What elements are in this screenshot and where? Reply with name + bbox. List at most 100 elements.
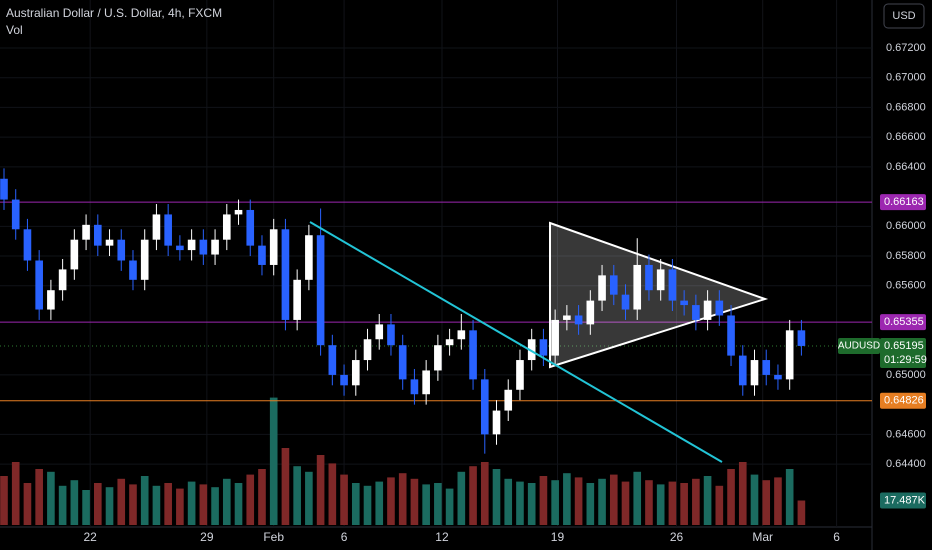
candle-body bbox=[258, 245, 266, 265]
volume-bar bbox=[645, 480, 653, 525]
volume-bar bbox=[293, 466, 301, 525]
volume-bar bbox=[668, 481, 677, 525]
volume-bar bbox=[422, 484, 430, 525]
volume-bar bbox=[23, 483, 32, 525]
volume-bar bbox=[539, 476, 548, 525]
volume-bar bbox=[187, 481, 196, 525]
y-tick-label: 0.66000 bbox=[886, 220, 926, 232]
volume-bar bbox=[797, 500, 806, 525]
candle-body bbox=[328, 345, 337, 375]
volume-bar bbox=[680, 483, 688, 525]
level-label: 0.64826 bbox=[884, 395, 924, 407]
trend-line bbox=[309, 221, 723, 463]
volume-bar bbox=[703, 476, 712, 525]
volume-bar bbox=[222, 478, 231, 525]
symbol-label: AUDUSD bbox=[838, 341, 880, 352]
candle-body bbox=[422, 370, 430, 395]
candle-body bbox=[645, 264, 653, 291]
candle-body bbox=[35, 260, 43, 310]
candle-body bbox=[656, 269, 665, 291]
y-tick-label: 0.65800 bbox=[886, 250, 926, 262]
candle-body bbox=[410, 379, 419, 395]
candle-body bbox=[762, 360, 771, 375]
candle-body bbox=[527, 339, 536, 361]
volume-bar bbox=[258, 469, 266, 525]
candle-body bbox=[82, 224, 90, 240]
candle-body bbox=[316, 235, 325, 346]
volume-bar bbox=[47, 471, 55, 525]
candle-body bbox=[269, 229, 278, 265]
volume-bar bbox=[340, 474, 348, 525]
volume-bar bbox=[692, 478, 700, 525]
volume-label: 17.487K bbox=[884, 494, 926, 506]
x-tick-label: 6 bbox=[341, 530, 348, 544]
candle-body bbox=[727, 315, 735, 356]
volume-bar bbox=[316, 455, 325, 525]
volume-bar bbox=[457, 471, 466, 525]
currency-button[interactable] bbox=[883, 3, 925, 29]
volume-bar bbox=[785, 469, 794, 525]
volume-bar bbox=[105, 487, 114, 525]
candle-body bbox=[609, 275, 618, 295]
volume-bar bbox=[738, 462, 747, 525]
volume-bar bbox=[129, 484, 137, 525]
volume-bar bbox=[0, 476, 8, 525]
volume-bar bbox=[750, 474, 759, 525]
x-tick-label: 6 bbox=[833, 530, 840, 544]
volume-bar bbox=[586, 483, 595, 525]
volume-bar bbox=[398, 473, 407, 525]
candle-body bbox=[516, 360, 524, 390]
volume-bar bbox=[574, 477, 583, 525]
volume-bar bbox=[375, 481, 384, 525]
candle-body bbox=[598, 275, 606, 301]
x-tick-label: 26 bbox=[670, 530, 684, 544]
volume-bar bbox=[305, 471, 313, 525]
volume-bar bbox=[93, 483, 102, 525]
level-label-box bbox=[880, 314, 926, 331]
last-price-label: 0.65195 bbox=[884, 340, 924, 352]
candle-body bbox=[633, 264, 642, 310]
volume-bar bbox=[246, 474, 255, 525]
candle-body bbox=[680, 300, 688, 306]
volume-label-box bbox=[880, 492, 926, 509]
volume-bar bbox=[363, 485, 372, 525]
volume-bar bbox=[727, 469, 735, 525]
candle-body bbox=[692, 305, 700, 320]
candle-body bbox=[234, 209, 243, 215]
candle-body bbox=[621, 294, 630, 310]
volume-bar bbox=[492, 469, 501, 525]
candle-body bbox=[222, 214, 231, 240]
volume-bar bbox=[715, 485, 724, 525]
candle-body bbox=[164, 214, 172, 246]
y-tick-label: 0.65600 bbox=[886, 280, 926, 292]
volume-bar bbox=[199, 484, 208, 525]
candle-body bbox=[47, 290, 55, 310]
candle-body bbox=[715, 300, 724, 316]
y-tick-label: 0.67200 bbox=[886, 42, 926, 54]
volume-bar bbox=[434, 483, 442, 525]
x-tick-label: Mar bbox=[752, 530, 773, 544]
candle-body bbox=[105, 239, 114, 246]
candle-body bbox=[445, 339, 454, 346]
candle-body bbox=[363, 339, 372, 361]
volume-bar bbox=[11, 462, 20, 525]
symbol-box bbox=[838, 337, 880, 354]
candle-body bbox=[11, 199, 20, 230]
currency-label[interactable]: USD bbox=[892, 10, 915, 22]
y-tick-label: 0.66600 bbox=[886, 131, 926, 143]
volume-bar bbox=[621, 481, 630, 525]
triangle-pattern bbox=[549, 221, 769, 369]
y-tick-label: 0.67000 bbox=[886, 72, 926, 84]
volume-bar bbox=[563, 473, 571, 525]
volume-bar bbox=[269, 397, 278, 525]
candle-body bbox=[117, 239, 126, 261]
candle-body bbox=[0, 178, 8, 200]
volume-bar bbox=[656, 484, 665, 525]
candle-body bbox=[152, 214, 161, 240]
candle-body bbox=[340, 374, 348, 386]
x-tick-label: Feb bbox=[263, 530, 284, 544]
candle-body bbox=[375, 324, 384, 340]
volume-bar bbox=[176, 488, 184, 525]
candle-body bbox=[211, 239, 219, 255]
volume-bar bbox=[234, 483, 243, 525]
